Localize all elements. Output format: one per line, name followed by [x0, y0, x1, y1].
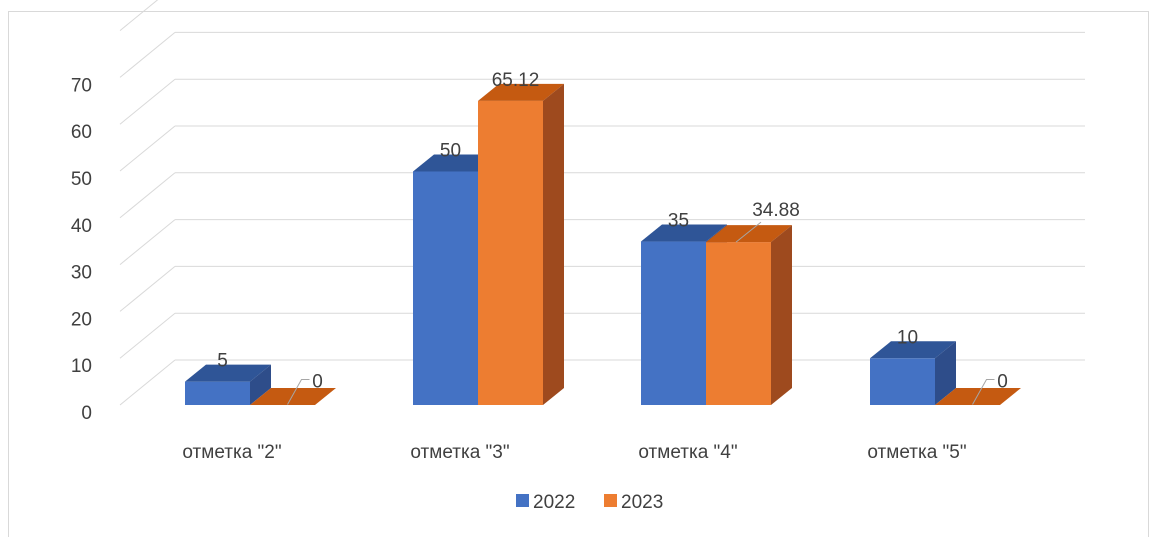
data-label-2022-2: 5	[217, 351, 228, 372]
bar-side-2023-4	[771, 225, 792, 405]
gridline-depth	[120, 266, 175, 311]
data-label-2023-3: 65.12	[492, 70, 540, 91]
y-tick-label: 20	[71, 309, 92, 330]
legend-label-2022: 2022	[533, 492, 575, 513]
bar-2022-3	[413, 172, 478, 406]
x-category-label: отметка "5"	[867, 442, 966, 463]
gridline-depth	[120, 173, 175, 218]
x-category-label: отметка "2"	[182, 442, 281, 463]
y-tick-label: 0	[81, 403, 92, 424]
bar-side-2023-3	[543, 84, 564, 405]
bar-2022-4	[641, 242, 706, 405]
gridline-depth	[120, 0, 175, 31]
legend-swatch-2022	[516, 494, 529, 507]
y-tick-label: 30	[71, 263, 92, 284]
gridline-depth	[120, 313, 175, 358]
x-category-label: отметка "3"	[410, 442, 509, 463]
y-tick-label: 50	[71, 169, 92, 190]
bar-2023-4	[706, 242, 771, 405]
gridline-depth	[120, 126, 175, 171]
legend-swatch-2023	[604, 494, 617, 507]
bar-2023-3	[478, 101, 543, 405]
y-tick-label: 40	[71, 216, 92, 237]
data-label-2022-4: 35	[668, 211, 689, 232]
y-axis: 0 10 20 30 40 50 60 70	[71, 75, 92, 424]
gridline-depth	[120, 32, 175, 77]
bars	[185, 84, 1021, 405]
gridline-depth	[120, 79, 175, 124]
y-tick-label: 10	[71, 356, 92, 377]
data-label-2022-3: 50	[440, 141, 461, 162]
y-tick-label: 70	[71, 75, 92, 96]
data-label-2023-5: 0	[997, 372, 1008, 393]
x-category-label: отметка "4"	[638, 442, 737, 463]
legend-label-2023: 2023	[621, 492, 663, 513]
chart-border	[9, 12, 1149, 538]
data-label-2022-5: 10	[897, 327, 918, 348]
x-axis: отметка "2" отметка "3" отметка "4" отметка…	[182, 442, 966, 463]
data-label-2023-4: 34.88	[752, 200, 800, 221]
legend: 2022 2023	[516, 492, 663, 513]
y-tick-label: 60	[71, 122, 92, 143]
data-label-2023-2: 0	[312, 372, 323, 393]
bar-2022-5	[870, 358, 935, 405]
gridline-depth	[120, 220, 175, 265]
bar-2022-2	[185, 382, 250, 405]
gridline-depth	[120, 360, 175, 405]
